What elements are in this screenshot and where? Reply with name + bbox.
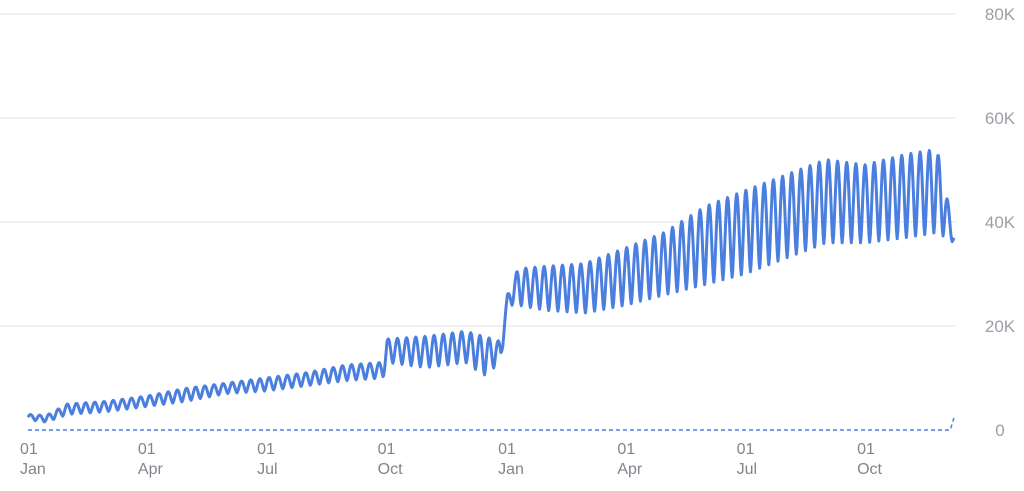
y-tick-label: 80K (985, 5, 1016, 24)
x-tick-month: Jan (20, 461, 46, 478)
y-tick-label: 60K (985, 109, 1016, 128)
x-tick-day: 01 (257, 441, 275, 458)
x-tick-day: 01 (617, 441, 635, 458)
x-tick: 01 Oct (857, 441, 882, 478)
x-tick: 01 Jul (257, 441, 277, 478)
y-tick-label: 20K (985, 317, 1016, 336)
x-tick-day: 01 (498, 441, 516, 458)
x-tick-day: 01 (378, 441, 396, 458)
x-tick-month: Jul (257, 461, 277, 478)
series-line-main (26, 149, 956, 424)
y-tick-label: 0 (995, 421, 1004, 440)
y-axis-ticks: 0 20K 40K 60K 80K (985, 5, 1016, 440)
x-tick-day: 01 (857, 441, 875, 458)
series-group (26, 149, 956, 431)
x-tick-month: Jul (737, 461, 757, 478)
x-tick-month: Jan (498, 461, 524, 478)
x-tick: 01 Oct (378, 441, 403, 478)
x-tick: 01 Jul (737, 441, 757, 478)
grid-lines (0, 13, 956, 327)
x-tick: 01 Jan (498, 441, 524, 478)
x-tick-day: 01 (737, 441, 755, 458)
x-tick-month: Oct (378, 461, 403, 478)
x-tick-day: 01 (138, 441, 156, 458)
x-tick-month: Apr (617, 461, 643, 478)
x-tick-month: Apr (138, 461, 164, 478)
x-tick-month: Oct (857, 461, 882, 478)
series-line-dashed (28, 416, 955, 431)
x-tick: 01 Jan (20, 441, 46, 478)
x-tick: 01 Apr (617, 441, 643, 478)
x-axis-ticks: 01 Jan 01 Apr 01 Jul 01 Oct 01 Jan 01 Apr 01 Jul 01 Oct (20, 441, 883, 478)
y-tick-label: 40K (985, 213, 1016, 232)
x-tick: 01 Apr (138, 441, 164, 478)
x-tick-day: 01 (20, 441, 38, 458)
